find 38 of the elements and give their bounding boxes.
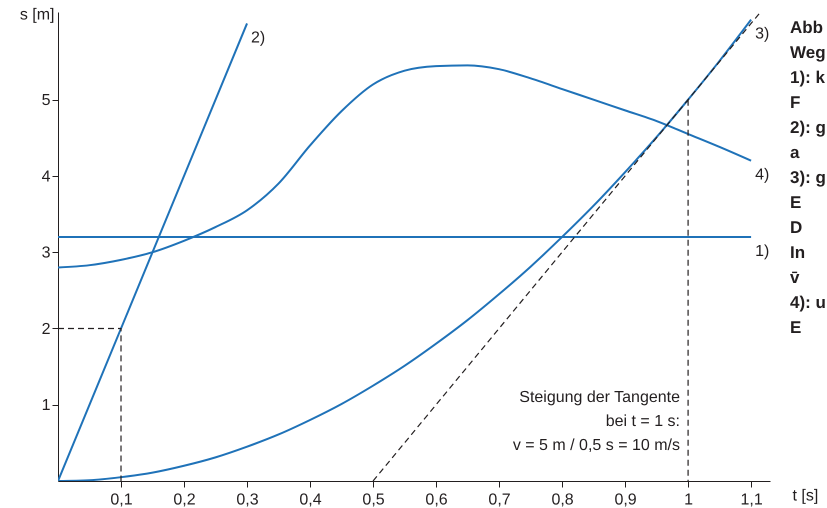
text: Weg (790, 43, 826, 62)
y-tick-label: 3 (42, 244, 51, 262)
y-tick-label: 2 (42, 320, 51, 338)
x-tick-label: 0,5 (362, 492, 385, 508)
text: v̄ (790, 268, 800, 287)
text: a (790, 143, 800, 162)
annotation: Steigung der Tangente (519, 389, 680, 406)
text: Abb (790, 18, 824, 37)
annotation: v = 5 m / 0,5 s = 10 m/s (512, 437, 680, 454)
x-tick-label: 1,1 (740, 492, 763, 508)
x-tick-label: 0,6 (425, 492, 448, 508)
x-tick-label: 0,9 (614, 492, 637, 508)
annotation: bei t = 1 s: (606, 413, 680, 430)
series-label: 3) (755, 26, 770, 43)
series-label: 1) (755, 242, 770, 260)
text: 2): g (790, 118, 826, 137)
text: E (790, 193, 802, 212)
x-tick-label: 1 (684, 492, 694, 508)
y-tick-label: 4 (42, 168, 51, 186)
text: In (790, 243, 806, 262)
x-tick-label: 0,4 (299, 492, 322, 508)
text: E (790, 318, 802, 337)
text: 3): g (790, 168, 826, 187)
x-tick-label: 0,1 (110, 492, 133, 508)
y-axis-title: s [m] (20, 6, 54, 24)
text: 1): k (790, 68, 826, 87)
y-tick-label: 1 (42, 397, 51, 414)
y-tick-label: 5 (42, 92, 51, 110)
text: D (790, 218, 802, 237)
x-tick-label: 0,7 (488, 492, 511, 508)
series-label: 2) (251, 29, 266, 46)
x-tick-label: 0,2 (173, 492, 196, 508)
text: F (790, 93, 800, 112)
text: 4): u (790, 293, 826, 312)
x-tick-label: 0,8 (551, 492, 574, 508)
series-label: 4) (755, 166, 770, 184)
x-tick-label: 0,3 (236, 492, 259, 508)
x-axis-title: t [s] (792, 488, 818, 504)
